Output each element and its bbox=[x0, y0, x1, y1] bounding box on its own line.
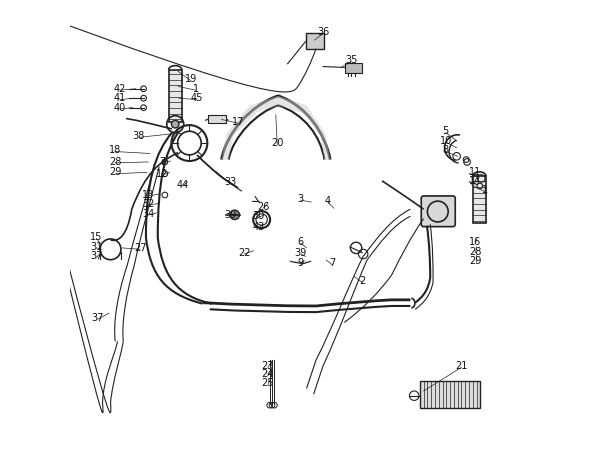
Text: 11: 11 bbox=[470, 167, 482, 177]
Text: 20: 20 bbox=[271, 138, 283, 148]
Text: 24: 24 bbox=[262, 370, 274, 380]
Text: 36: 36 bbox=[317, 27, 329, 37]
Text: 45: 45 bbox=[191, 93, 203, 103]
Text: 16: 16 bbox=[470, 237, 482, 247]
Text: 40: 40 bbox=[114, 103, 126, 113]
Text: 29: 29 bbox=[109, 167, 121, 177]
Text: 22: 22 bbox=[238, 247, 251, 257]
Text: 37: 37 bbox=[90, 251, 102, 261]
Text: 30: 30 bbox=[252, 211, 264, 221]
Text: 38: 38 bbox=[133, 131, 145, 141]
Text: 44: 44 bbox=[177, 180, 189, 190]
Text: 31: 31 bbox=[90, 242, 102, 252]
PathPatch shape bbox=[205, 117, 229, 120]
Text: 3: 3 bbox=[298, 194, 304, 204]
Text: 18: 18 bbox=[109, 145, 121, 155]
Text: 9: 9 bbox=[298, 258, 304, 268]
Text: 17: 17 bbox=[232, 117, 244, 127]
Text: 41: 41 bbox=[114, 93, 126, 103]
Text: 4: 4 bbox=[325, 196, 331, 206]
Text: 2: 2 bbox=[359, 276, 365, 286]
Text: 26: 26 bbox=[257, 202, 269, 212]
Text: 39: 39 bbox=[224, 210, 236, 220]
Bar bbox=[345, 63, 362, 73]
PathPatch shape bbox=[221, 96, 330, 160]
Text: 15: 15 bbox=[90, 232, 102, 243]
Bar bbox=[305, 34, 324, 48]
Text: 39: 39 bbox=[295, 247, 307, 257]
Text: 1: 1 bbox=[192, 84, 199, 94]
Text: 25: 25 bbox=[262, 378, 274, 388]
Text: 35: 35 bbox=[345, 56, 357, 66]
Bar bbox=[208, 115, 226, 123]
Bar bbox=[169, 70, 182, 122]
Text: 14: 14 bbox=[470, 176, 482, 186]
Bar bbox=[420, 381, 480, 408]
Text: 23: 23 bbox=[262, 361, 274, 371]
Text: 13: 13 bbox=[142, 190, 154, 200]
Text: 6: 6 bbox=[298, 237, 304, 247]
Text: 1: 1 bbox=[482, 185, 488, 195]
Circle shape bbox=[230, 210, 240, 219]
Text: 27: 27 bbox=[134, 243, 147, 253]
Text: 32: 32 bbox=[142, 200, 154, 209]
Text: 19: 19 bbox=[185, 74, 197, 84]
Text: 28: 28 bbox=[109, 157, 121, 167]
Text: 42: 42 bbox=[114, 84, 126, 94]
Circle shape bbox=[172, 120, 179, 128]
Text: 10: 10 bbox=[440, 136, 452, 146]
Text: 12: 12 bbox=[156, 169, 169, 179]
Text: 28: 28 bbox=[470, 247, 482, 256]
Text: 43: 43 bbox=[252, 222, 264, 232]
Text: 29: 29 bbox=[470, 256, 482, 266]
Text: 5: 5 bbox=[443, 126, 449, 136]
Text: 8: 8 bbox=[443, 145, 449, 155]
PathPatch shape bbox=[290, 261, 311, 264]
Text: 21: 21 bbox=[455, 361, 468, 371]
Bar bbox=[473, 176, 486, 223]
Text: 34: 34 bbox=[142, 209, 154, 219]
Text: 7: 7 bbox=[329, 258, 335, 268]
Text: 7: 7 bbox=[159, 157, 166, 167]
Text: 33: 33 bbox=[224, 177, 236, 187]
Text: 37: 37 bbox=[91, 313, 104, 323]
FancyBboxPatch shape bbox=[421, 196, 455, 227]
